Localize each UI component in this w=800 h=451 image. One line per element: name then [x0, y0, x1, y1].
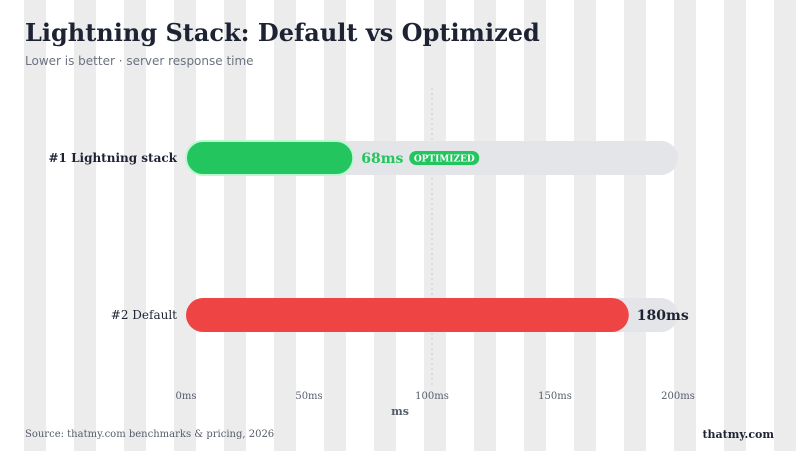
category-label: #1 Lightning stack: [48, 151, 177, 165]
background-stripe: [274, 0, 296, 451]
bar: [186, 298, 629, 332]
value-label: 68ms: [361, 151, 403, 167]
background-stripe: [474, 0, 496, 451]
x-tick-label: 150ms: [538, 391, 572, 402]
source-note: Source: thatmy.com benchmarks & pricing,…: [25, 429, 275, 440]
brand-link[interactable]: thatmy.com: [702, 428, 774, 441]
value-label: 180ms: [637, 308, 689, 324]
background-stripe: [124, 0, 146, 451]
bar: [185, 140, 355, 176]
background-stripe: [74, 0, 96, 451]
background-stripe: [224, 0, 246, 451]
background-stripe: [24, 0, 46, 451]
x-axis-label: ms: [391, 405, 409, 418]
x-tick-label: 0ms: [176, 391, 197, 402]
x-tick-label: 50ms: [295, 391, 322, 402]
x-tick-label: 100ms: [415, 391, 449, 402]
background-stripe: [174, 0, 196, 451]
background-stripe: [624, 0, 646, 451]
background-stripe: [674, 0, 696, 451]
background-stripe: [724, 0, 746, 451]
background-stripe: [424, 0, 446, 451]
chart-title: Lightning Stack: Default vs Optimized: [25, 18, 540, 47]
background-stripe: [774, 0, 796, 451]
background-stripe: [574, 0, 596, 451]
background-stripe: [324, 0, 346, 451]
chart-subtitle: Lower is better · server response time: [25, 54, 254, 68]
badge-background: [409, 151, 480, 165]
background-stripe: [524, 0, 546, 451]
category-label: #2 Default: [111, 308, 177, 322]
optimized-badge: OPTIMIZED: [414, 155, 475, 165]
background-stripe: [374, 0, 396, 451]
x-tick-label: 200ms: [661, 391, 695, 402]
